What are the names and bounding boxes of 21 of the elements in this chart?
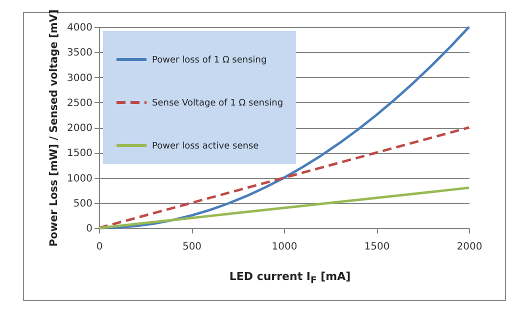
legend-label: Sense Voltage of 1 Ω sensing — [152, 98, 284, 108]
y-tick-label: 3500 — [67, 48, 92, 59]
y-axis-title: Power Loss [mW] / Sensed voltage [mV] — [48, 9, 60, 247]
y-tick-label: 4000 — [67, 22, 92, 34]
y-tick-label: 1500 — [67, 148, 92, 160]
y-tick-label: 2500 — [67, 98, 92, 109]
y-tick-label: 1000 — [67, 173, 92, 184]
y-tick-label: 0 — [86, 224, 92, 234]
y-tick-label: 2000 — [67, 123, 92, 134]
y-tick-label: 500 — [73, 198, 92, 210]
legend-label: Power loss of 1 Ω sensing — [152, 56, 267, 66]
x-tick-label: 500 — [182, 242, 202, 252]
x-tick-label: 1500 — [364, 242, 390, 252]
y-tick-label: 3000 — [67, 72, 92, 84]
x-axis-title: LED current I$_{F}$ [mA] — [228, 270, 352, 286]
line-series — [98, 186, 470, 230]
x-tick-label: 0 — [96, 242, 103, 252]
line-series — [98, 126, 470, 230]
x-tick-label: 1000 — [272, 242, 298, 252]
legend-label: Power loss active sense — [152, 142, 260, 152]
x-tick-label: 2000 — [456, 242, 482, 252]
